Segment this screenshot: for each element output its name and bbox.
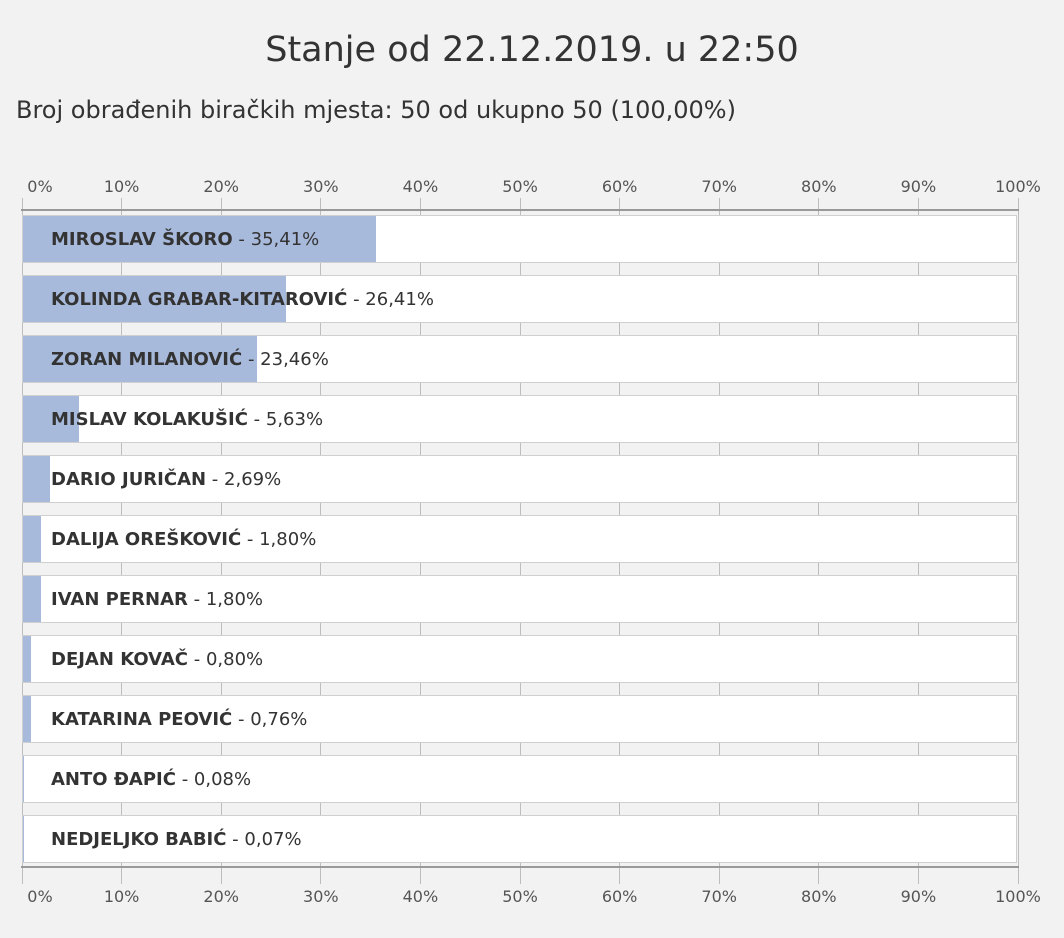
label-separator: - [241, 528, 260, 550]
candidate-percentage: 0,76% [250, 708, 308, 730]
candidate-bar [23, 216, 376, 262]
candidate-label: MISLAV KOLAKUŠIĆ - 5,63% [51, 396, 323, 442]
candidate-bar [23, 756, 24, 802]
candidate-bar-row: MIROSLAV ŠKORO - 35,41% [22, 215, 1017, 263]
top-tick-label: 20% [203, 177, 239, 196]
bottom-tick-label: 50% [502, 887, 538, 906]
bottom-tick-label: 70% [701, 887, 737, 906]
candidate-percentage: 1,80% [259, 528, 317, 550]
candidate-label: IVAN PERNAR - 1,80% [51, 576, 263, 622]
bottom-tick-label: 20% [203, 887, 239, 906]
candidate-label: DEJAN KOVAČ - 0,80% [51, 636, 263, 682]
top-tick-label: 90% [900, 177, 937, 196]
bottom-axis-line [21, 866, 1019, 868]
candidate-bar-row: MISLAV KOLAKUŠIĆ - 5,63% [22, 395, 1017, 443]
bottom-tick-label: 100% [995, 887, 1041, 906]
candidate-label: DARIO JURIČAN - 2,69% [51, 456, 281, 502]
label-separator: - [187, 588, 206, 610]
candidate-name: KOLINDA GRABAR-KITAROVIĆ [51, 288, 348, 310]
candidate-percentage: 23,46% [260, 348, 329, 370]
candidate-percentage: 0,07% [244, 828, 302, 850]
candidate-percentage: 0,80% [205, 648, 264, 670]
top-tick-label: 40% [402, 177, 439, 196]
candidate-bar [23, 636, 31, 682]
top-tick-label: 10% [103, 177, 140, 196]
candidate-bar [23, 456, 50, 502]
candidate-bar-row: NEDJELJKO BABIĆ - 0,07% [22, 815, 1017, 863]
bottom-tick-label: 80% [801, 887, 837, 906]
top-tick-label: 70% [701, 177, 737, 196]
candidate-bar [23, 276, 287, 322]
processed-stations-status: Broj obrađenih biračkih mjesta: 50 od uk… [16, 96, 736, 124]
top-tick-label: 0% [27, 177, 53, 196]
candidate-name: MIROSLAV ŠKORO [51, 228, 233, 250]
candidate-bar [23, 336, 257, 382]
candidate-bar-row: ZORAN MILANOVIĆ - 23,46% [22, 335, 1017, 383]
candidate-bar [23, 816, 24, 862]
candidate-name: DARIO JURIČAN [51, 468, 207, 490]
bottom-tick-label: 90% [900, 887, 937, 906]
candidate-name: ANTO ĐAPIĆ [51, 768, 176, 790]
candidate-bar-row: ANTO ĐAPIĆ - 0,08% [22, 755, 1017, 803]
label-separator: - [232, 708, 251, 730]
label-separator: - [206, 468, 225, 490]
candidate-name: KATARINA PEOVIĆ [51, 708, 233, 730]
candidate-label: MIROSLAV ŠKORO - 35,41% [51, 216, 319, 262]
candidate-label: ANTO ĐAPIĆ - 0,08% [51, 756, 251, 802]
label-separator: - [242, 348, 261, 370]
candidate-bar-row: DEJAN KOVAČ - 0,80% [22, 635, 1017, 683]
candidate-label: ZORAN MILANOVIĆ - 23,46% [51, 336, 329, 382]
bottom-tick-label: 10% [103, 887, 140, 906]
top-tick-label: 30% [303, 177, 339, 196]
candidate-bar [23, 396, 80, 442]
candidate-percentage: 35,41% [250, 228, 320, 250]
bottom-tick-label: 60% [601, 887, 638, 906]
label-separator: - [347, 288, 366, 310]
top-axis-line [21, 209, 1019, 211]
bottom-tick-label: 0% [27, 887, 53, 906]
candidate-percentage: 0,08% [193, 768, 252, 790]
page-title: Stanje od 22.12.2019. u 22:50 [265, 30, 799, 70]
candidate-name: ZORAN MILANOVIĆ [51, 348, 243, 370]
label-separator: - [232, 228, 251, 250]
candidate-name: MISLAV KOLAKUŠIĆ [51, 408, 248, 430]
candidate-percentage: 5,63% [265, 408, 324, 430]
candidate-bar-row: DALIJA OREŠKOVIĆ - 1,80% [22, 515, 1017, 563]
candidate-percentage: 2,69% [224, 468, 282, 490]
candidate-bar [23, 576, 41, 622]
candidate-bar [23, 516, 41, 562]
candidate-label: KOLINDA GRABAR-KITAROVIĆ - 26,41% [51, 276, 434, 322]
candidate-bar-row: KOLINDA GRABAR-KITAROVIĆ - 26,41% [22, 275, 1017, 323]
candidate-bar-row: KATARINA PEOVIĆ - 0,76% [22, 695, 1017, 743]
candidate-percentage: 1,80% [205, 588, 264, 610]
top-tick-label: 80% [801, 177, 837, 196]
top-tick-label: 100% [995, 177, 1041, 196]
candidate-bar [23, 696, 31, 742]
candidate-bar-row: IVAN PERNAR - 1,80% [22, 575, 1017, 623]
candidate-name: NEDJELJKO BABIĆ [51, 828, 227, 850]
label-separator: - [175, 768, 194, 790]
label-separator: - [226, 828, 245, 850]
candidate-label: NEDJELJKO BABIĆ - 0,07% [51, 816, 302, 862]
candidate-label: KATARINA PEOVIĆ - 0,76% [51, 696, 307, 742]
candidate-percentage: 26,41% [365, 288, 434, 310]
top-tick-label: 50% [502, 177, 538, 196]
grid-line [1017, 198, 1019, 884]
bottom-tick-label: 30% [303, 887, 339, 906]
candidate-name: DEJAN KOVAČ [51, 648, 189, 670]
candidate-label: DALIJA OREŠKOVIĆ - 1,80% [51, 516, 316, 562]
top-tick-label: 60% [601, 177, 638, 196]
candidate-name: IVAN PERNAR [51, 588, 188, 610]
label-separator: - [188, 648, 206, 670]
candidate-bar-row: DARIO JURIČAN - 2,69% [22, 455, 1017, 503]
bottom-tick-label: 40% [402, 887, 439, 906]
candidate-name: DALIJA OREŠKOVIĆ [51, 528, 242, 550]
label-separator: - [247, 408, 266, 430]
